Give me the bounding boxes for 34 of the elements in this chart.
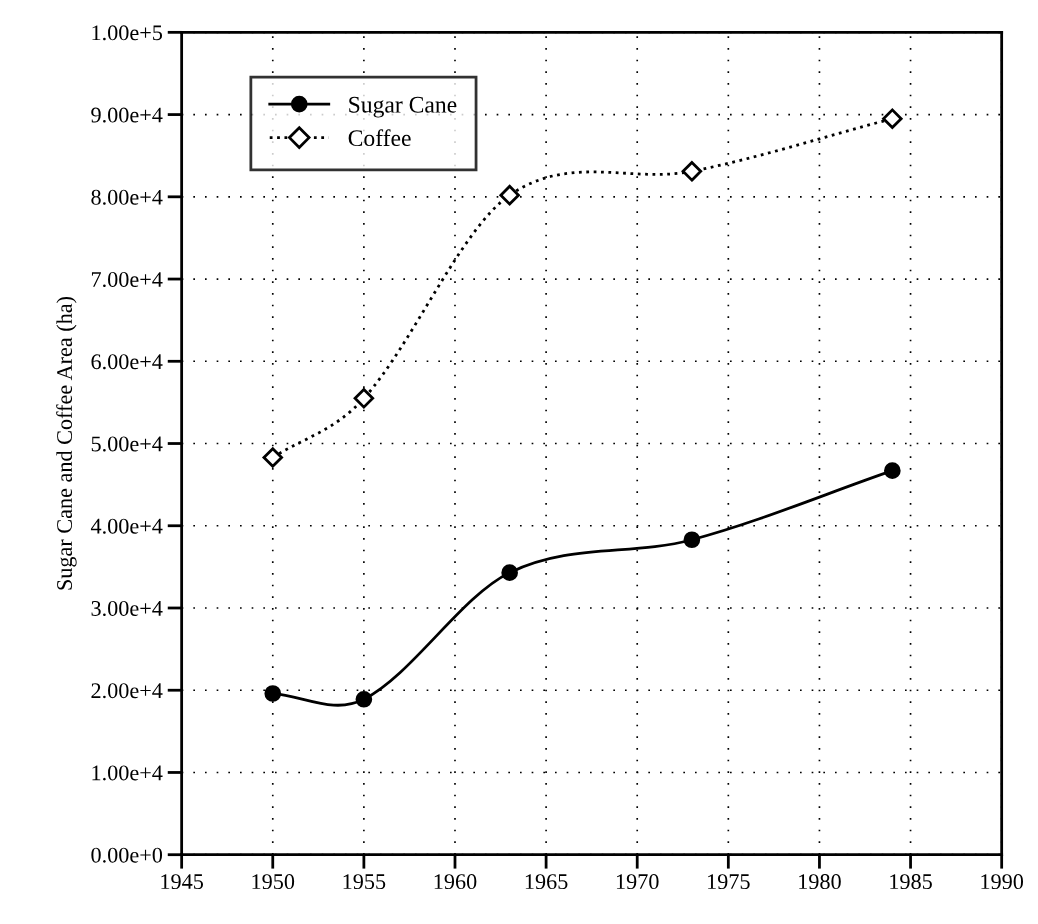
y-tick-label: 1.00e+5 <box>92 25 163 41</box>
point <box>884 462 901 479</box>
y-tick-label: 7.00e+4 <box>91 271 163 288</box>
point <box>353 388 375 409</box>
x-tick-label: 1970 <box>616 874 659 890</box>
x-tick-label: 1990 <box>981 874 1024 890</box>
y-tick-label: 5.00e+4 <box>91 436 163 452</box>
y-tick-label: 8.00e+4 <box>91 189 163 205</box>
point <box>499 184 520 206</box>
legend-label: Sugar Cane <box>349 96 457 118</box>
y-axis-title: Sugar Cane and Coffee Area (ha) <box>56 296 77 590</box>
y-tick-label: 4.00e+4 <box>90 518 163 534</box>
x-tick-label: 1960 <box>434 874 477 890</box>
point <box>683 531 701 549</box>
x-tick-label: 1975 <box>708 874 750 890</box>
x-tick-label: 1980 <box>799 874 841 890</box>
point <box>681 161 703 182</box>
x-tick-label: 1950 <box>252 874 295 890</box>
x-tick-label: 1955 <box>343 874 386 890</box>
x-tick-label: 1965 <box>525 874 568 890</box>
point <box>501 564 518 581</box>
point <box>264 685 282 702</box>
legend-label: Coffee <box>348 129 411 147</box>
y-tick-label: 6.00e+4 <box>91 354 163 370</box>
point <box>882 108 903 129</box>
y-tick-label: 2.00e+4 <box>91 683 163 699</box>
y-tick-label: 1.00e+4 <box>92 765 163 781</box>
y-tick-label: 0.00e+0 <box>91 847 163 863</box>
x-tick-label: 1985 <box>890 874 932 890</box>
y-tick-label: 3.00e+4 <box>91 600 163 617</box>
point <box>262 447 283 468</box>
y-tick-label: 9.00e+4 <box>91 107 163 123</box>
point <box>355 690 373 708</box>
x-tick-label: 1945 <box>161 874 203 890</box>
